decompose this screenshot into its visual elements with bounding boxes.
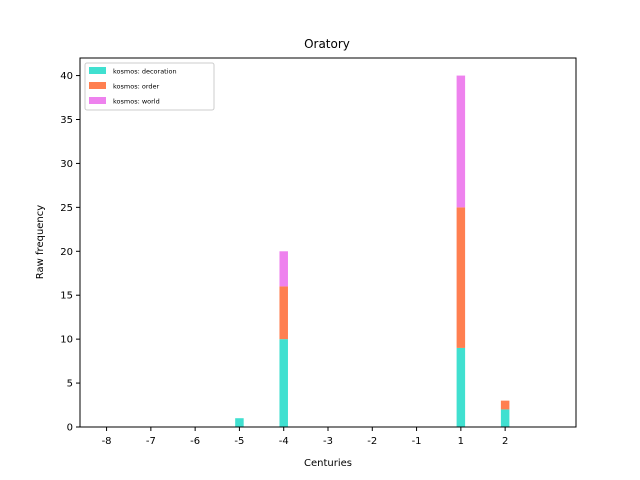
legend-swatch [89, 97, 106, 104]
bar-kosmos-world-1 [456, 75, 466, 208]
x-tick-label: -7 [146, 436, 156, 447]
x-tick-label: -5 [234, 436, 244, 447]
legend-swatch [89, 67, 106, 74]
bar-kosmos-order-1 [456, 207, 466, 348]
legend-label: kosmos: order [113, 83, 160, 91]
y-tick-label: 15 [60, 291, 73, 302]
x-tick-label: -3 [323, 436, 333, 447]
y-tick-label: 10 [60, 335, 73, 346]
y-tick-label: 0 [67, 423, 73, 434]
y-axis-label: Raw frequency [35, 205, 46, 279]
x-tick-label: -6 [190, 436, 200, 447]
x-tick-label: -4 [279, 436, 289, 447]
y-tick-label: 20 [60, 247, 73, 258]
bar-kosmos-order-2 [500, 400, 510, 410]
bar-kosmos-order--4 [279, 286, 288, 340]
x-tick-label: -8 [102, 436, 112, 447]
x-axis-label: Centuries [304, 458, 352, 469]
y-tick-label: 30 [60, 159, 73, 170]
bars-layer [235, 75, 510, 427]
x-tick-label: -2 [367, 436, 377, 447]
bar-kosmos-decoration--5 [235, 418, 244, 427]
legend-box [84, 62, 215, 111]
y-axis-ticks: 0 5 10 15 20 25 30 35 40 [60, 71, 80, 434]
bar-kosmos-decoration-1 [456, 347, 466, 427]
bar-kosmos-world--4 [279, 251, 288, 287]
chart-title: Oratory [304, 37, 350, 51]
y-tick-label: 40 [60, 71, 73, 82]
bar-kosmos-decoration--4 [279, 339, 288, 427]
legend-label: kosmos: world [113, 98, 160, 106]
x-axis-ticks: -8 -7 -6 -5 -4 -3 -2 -1 1 2 [102, 427, 508, 447]
x-tick-label: 2 [502, 436, 508, 447]
bar-kosmos-decoration-2 [500, 409, 510, 427]
legend: kosmos: decoration kosmos: order kosmos: w… [84, 62, 215, 111]
plot-frame [79, 57, 577, 428]
y-tick-label: 25 [60, 203, 73, 214]
y-tick-label: 35 [60, 115, 73, 126]
y-tick-label: 5 [67, 379, 73, 390]
x-tick-label: 1 [458, 436, 464, 447]
legend-swatch [89, 82, 106, 89]
legend-label: kosmos: decoration [113, 68, 177, 76]
x-tick-label: -1 [412, 436, 422, 447]
